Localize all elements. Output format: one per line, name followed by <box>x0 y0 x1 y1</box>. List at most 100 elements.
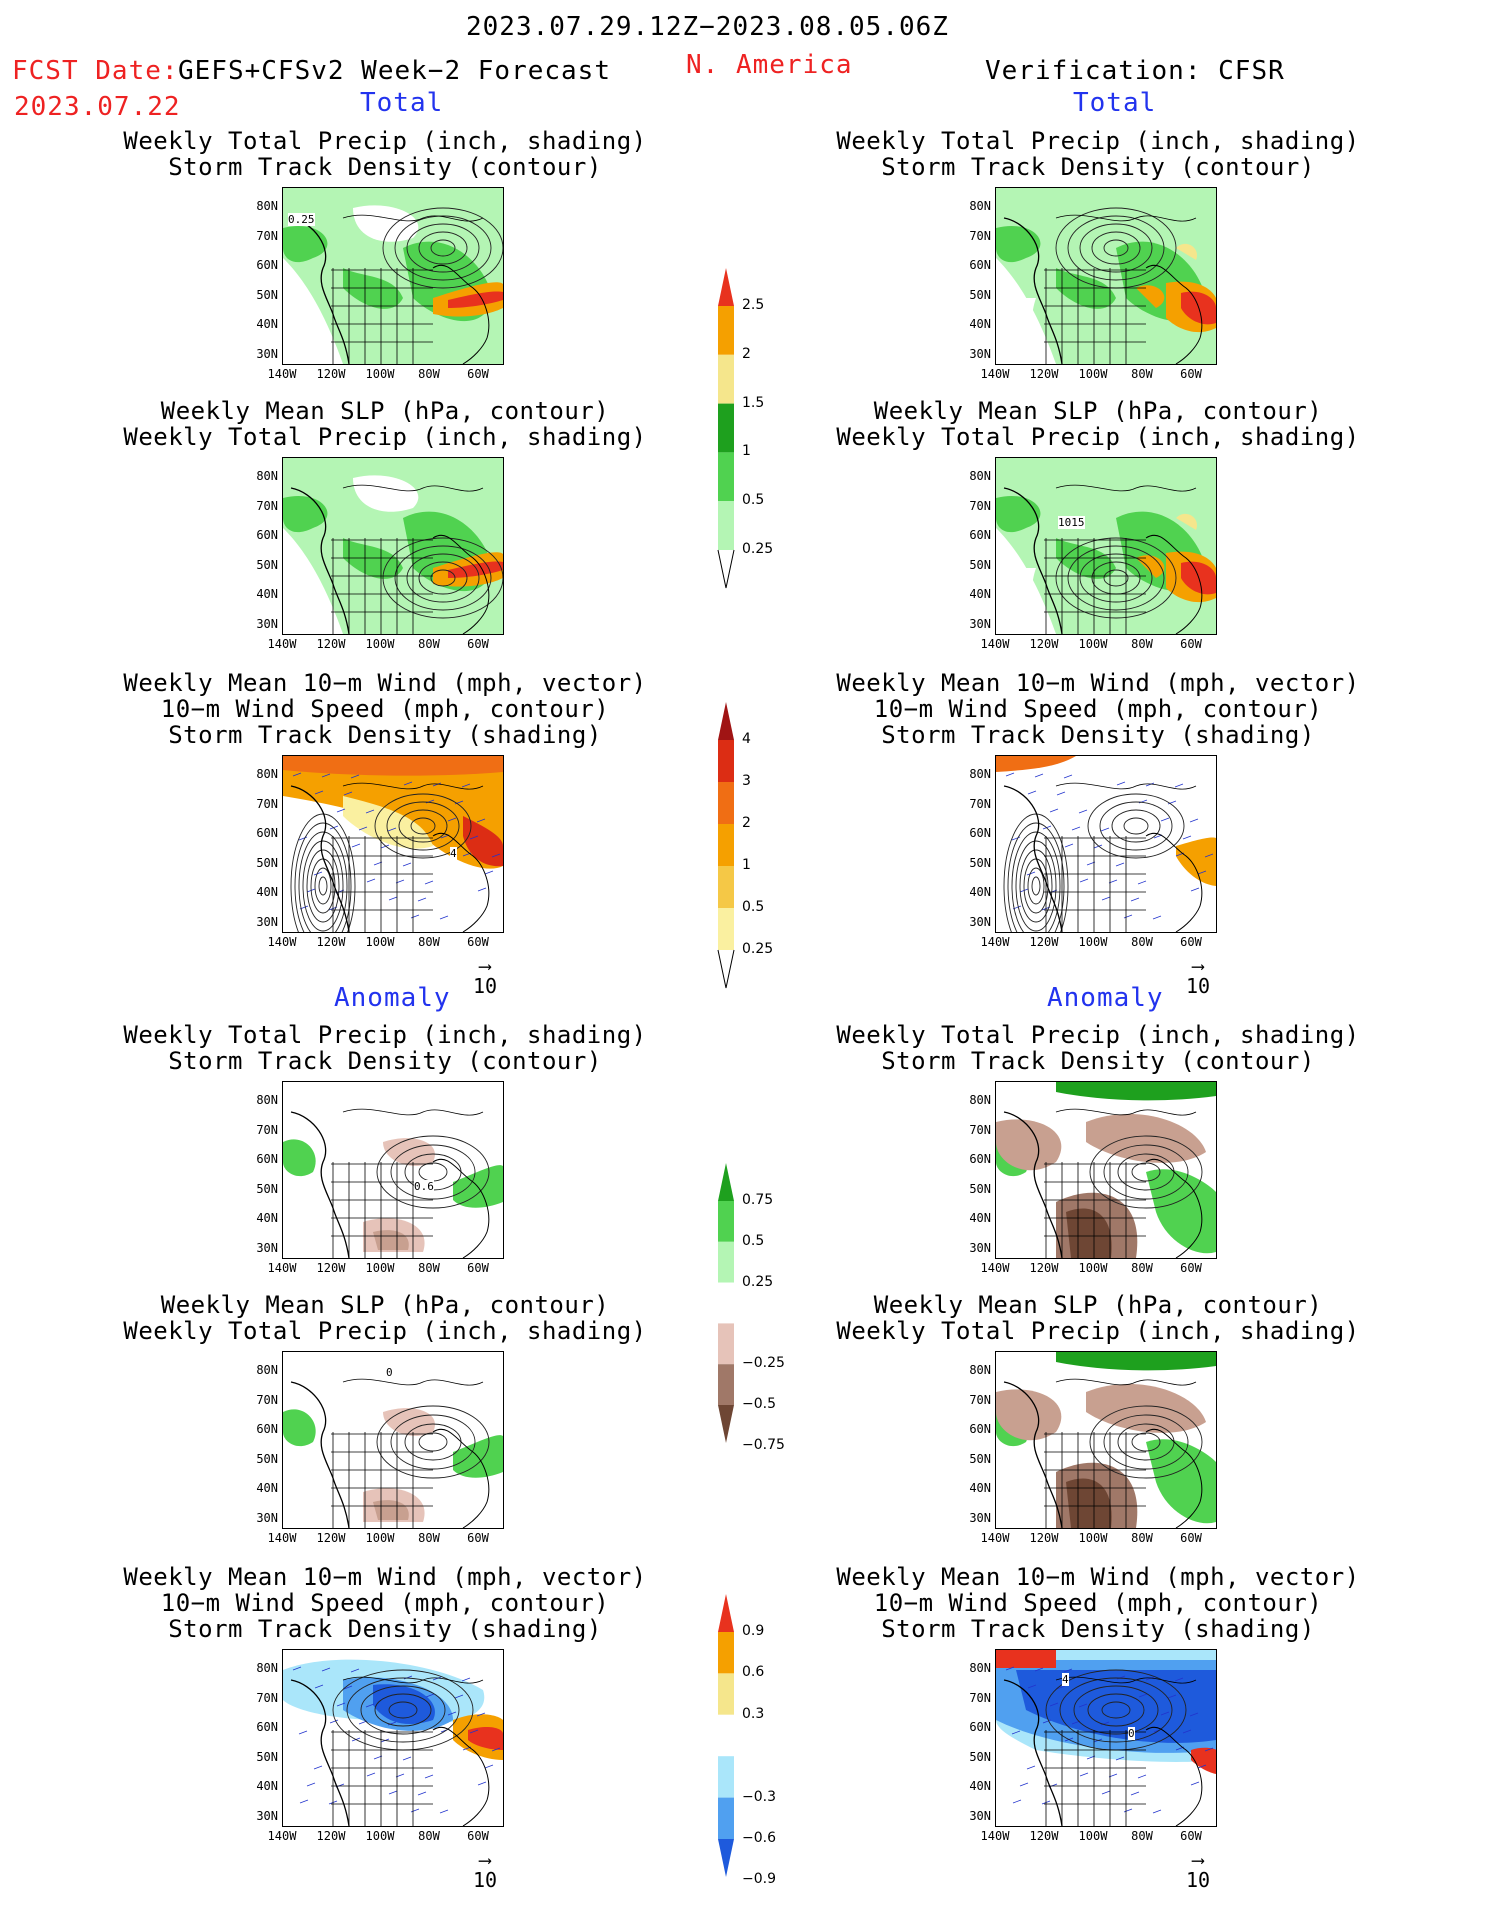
precip-area <box>448 561 503 578</box>
vector-ref-cfsr-total: ⟶ 10 <box>1185 956 1211 999</box>
map-cfsr-precip-total <box>995 187 1217 365</box>
wind-vector <box>336 808 346 813</box>
lat-tick-label: 50N <box>969 1181 991 1196</box>
wind-vector <box>1042 1719 1052 1724</box>
map-fcst-precip-anom <box>282 1081 504 1259</box>
map-fcst-wind-anom <box>282 1649 504 1827</box>
wind-vector <box>321 1667 331 1672</box>
contour-line <box>418 1162 448 1182</box>
wind-vector <box>366 1772 376 1777</box>
wind-vector <box>314 790 324 795</box>
wind-vector <box>1167 1694 1177 1699</box>
lat-tick-label: 40N <box>256 1481 278 1495</box>
lat-tick-label: 60N <box>256 258 278 272</box>
wind-vector <box>313 871 323 876</box>
lat-tick-label: 60N <box>969 1422 991 1436</box>
wind-vector <box>365 809 375 814</box>
map-fcst-wind-total <box>282 755 504 933</box>
precip-area <box>383 1138 435 1166</box>
wind-vector <box>1011 1730 1021 1735</box>
contour-line <box>1015 840 1057 932</box>
lon-tick-label: 60W <box>467 367 489 381</box>
colorbar-label: −0.9 <box>742 1871 776 1888</box>
precip-area <box>996 495 1041 533</box>
coastline <box>1003 785 1063 932</box>
lon-tick-label: 60W <box>1180 1261 1202 1275</box>
lat-tick-label: 80N <box>969 1363 991 1377</box>
map-cfsr-wind-anom <box>995 1649 1217 1827</box>
wind-vector <box>477 887 487 892</box>
lon-tick-label: 100W <box>365 935 395 949</box>
contour-label: 0 <box>1128 1727 1135 1740</box>
lat-tick-label: 70N <box>969 1392 991 1407</box>
wind-vector <box>432 1676 442 1681</box>
title-cfsr-wind-total: Weekly Mean 10−m Wind (mph, vector) 10−m … <box>836 669 1360 749</box>
colorbar-swatch <box>718 1714 734 1757</box>
colorbar-swatch <box>718 1839 734 1877</box>
lat-tick-label: 30N <box>969 1510 991 1525</box>
wind-vector <box>1063 1668 1073 1673</box>
contour-line <box>1103 569 1129 587</box>
map-cfsr-wind-total <box>995 755 1217 933</box>
lat-tick-label: 70N <box>969 1122 991 1137</box>
lat-tick-label: 50N <box>256 1181 278 1196</box>
wind-vector <box>313 1765 323 1770</box>
lat-tick-label: 60N <box>969 1152 991 1166</box>
wind-vector <box>1137 880 1147 885</box>
lat-tick-label: 40N <box>969 317 991 331</box>
lon-tick-label: 100W <box>365 637 395 651</box>
wind-vector <box>1078 809 1088 814</box>
contour-line <box>388 1701 418 1719</box>
colorbar-swatch <box>718 702 734 740</box>
wind-vector <box>1100 827 1110 832</box>
lat-tick-label: 30N <box>256 914 278 929</box>
contour-label: 0.25 <box>288 213 315 226</box>
contour-line <box>314 867 332 905</box>
wind-vector <box>1204 1747 1214 1752</box>
contour-line <box>382 207 503 289</box>
colorbar-label: 0.5 <box>742 899 765 915</box>
lat-tick-label: 80N <box>969 767 991 781</box>
map-cfsr-precip-anom <box>995 1081 1217 1259</box>
lon-tick-label: 80W <box>1131 367 1153 381</box>
wind-vector <box>1116 1675 1126 1680</box>
lat-tick-label: 60N <box>256 1152 278 1166</box>
lon-tick-label: 60W <box>1180 637 1202 651</box>
contour-line <box>406 553 480 603</box>
lon-tick-label: 140W <box>267 935 297 949</box>
contour-label: 4 <box>1062 1673 1069 1686</box>
lat-tick-label: 80N <box>256 767 278 781</box>
coastline <box>1003 1381 1063 1528</box>
colorbar-swatch <box>718 1323 734 1365</box>
wind-vector <box>1064 843 1074 848</box>
storm-area <box>283 756 503 776</box>
contour-line <box>1011 831 1061 932</box>
wind-vector <box>1115 1756 1125 1761</box>
title-cfsr-slp-anom: Weekly Mean SLP (hPa, contour) Weekly Tot… <box>836 1291 1360 1345</box>
lon-tick-label: 120W <box>1029 637 1059 651</box>
contour-line <box>1091 231 1141 265</box>
contour-line <box>1087 793 1185 859</box>
wind-vector <box>351 843 361 848</box>
lat-tick-label: 70N <box>256 228 278 243</box>
map-fcst-slp-total <box>282 457 504 635</box>
colorbar-label: −0.3 <box>742 1788 776 1805</box>
lat-tick-label: 50N <box>969 1451 991 1466</box>
vector-ref-fcst-anom: ⟶ 10 <box>472 1850 498 1893</box>
colorbar-label: 0.9 <box>742 1623 765 1639</box>
wind-vector <box>425 1693 435 1698</box>
wind-vector <box>321 773 331 778</box>
wind-vector <box>1160 1711 1170 1716</box>
wind-vector <box>1190 1781 1200 1786</box>
contour-line <box>1131 1162 1161 1182</box>
colorbar-swatch <box>718 740 734 782</box>
lon-tick-label: 100W <box>1078 367 1108 381</box>
lon-tick-label: 60W <box>467 1261 489 1275</box>
contour-line <box>376 1405 490 1479</box>
lon-tick-label: 140W <box>267 367 297 381</box>
lon-tick-label: 100W <box>365 1531 395 1545</box>
colorbar-label: −0.25 <box>742 1355 785 1372</box>
contour-line <box>394 215 492 281</box>
precip-area <box>373 1500 409 1520</box>
wind-vector <box>417 1791 427 1796</box>
